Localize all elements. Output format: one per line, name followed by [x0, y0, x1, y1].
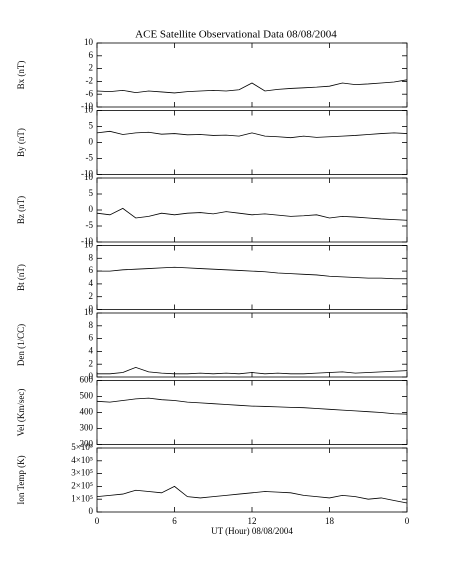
y-tick-label: 10	[84, 240, 94, 250]
y-tick-label: 0	[89, 371, 94, 381]
y-tick-label: 0	[89, 204, 94, 214]
data-line	[96, 79, 408, 94]
x-axis-label: UT (Hour) 08/08/2004	[211, 526, 293, 536]
y-tick-label: 1×10⁵	[71, 493, 93, 503]
panel-frame	[96, 110, 408, 175]
data-line	[96, 485, 408, 504]
y-tick-label: 500	[80, 391, 94, 401]
data-line	[97, 266, 407, 280]
y-tick-label: 200	[80, 439, 94, 449]
y-axis-label: Den (1/CC)	[16, 324, 26, 366]
data-line	[96, 397, 408, 415]
y-tick-label: 6	[89, 333, 94, 343]
y-tick-label: 8	[89, 320, 94, 330]
y-axis-label: By (nT)	[16, 128, 26, 157]
x-tick-label: 18	[325, 516, 335, 526]
chart-title: ACE Satellite Observational Data 08/08/2…	[135, 29, 337, 41]
y-tick-label: 6	[89, 50, 94, 60]
y-axis-label: Vel (Km/sec)	[16, 389, 26, 437]
y-tick-label: 5	[89, 188, 94, 198]
panel-frame	[96, 312, 408, 378]
panel-frame	[96, 42, 408, 108]
y-tick-label: 600	[80, 375, 94, 385]
data-line	[97, 366, 408, 375]
panel-frame	[96, 380, 408, 445]
y-tick-label: 10	[84, 307, 94, 317]
y-tick-label: -6	[86, 88, 94, 98]
y-axis-label: Bt (nT)	[16, 264, 26, 291]
y-tick-label: 6	[89, 265, 94, 275]
y-tick-label: 3×10⁵	[71, 468, 93, 478]
y-axis-label: Bz (nT)	[16, 196, 26, 224]
y-tick-label: 5×10⁵	[71, 442, 93, 452]
data-line	[96, 130, 408, 139]
panel-frame	[96, 447, 408, 513]
y-tick-label: 5	[89, 121, 94, 131]
y-tick-label: 4	[89, 278, 94, 288]
y-axis-label: Ion Temp (K)	[16, 455, 26, 504]
y-tick-label: 0	[89, 137, 94, 147]
data-line	[96, 207, 408, 221]
panel-frame	[96, 177, 408, 243]
x-tick-label: 6	[172, 516, 177, 526]
y-tick-label: -2	[86, 75, 94, 85]
y-tick-label: -10	[81, 169, 93, 179]
y-tick-label: 10	[84, 105, 94, 115]
y-tick-label: 10	[84, 37, 94, 47]
x-tick-label: 12	[248, 516, 257, 526]
y-tick-label: -5	[86, 220, 94, 230]
y-tick-label: 2	[89, 63, 94, 73]
y-tick-label: 2×10⁵	[71, 480, 93, 490]
y-tick-label: 0	[89, 506, 94, 516]
x-tick-label: 0	[95, 516, 100, 526]
x-tick-label: 0	[405, 516, 410, 526]
y-tick-label: 400	[80, 407, 94, 417]
y-tick-label: -10	[81, 236, 93, 246]
y-tick-label: 4	[89, 345, 94, 355]
y-tick-label: 8	[89, 252, 94, 262]
y-tick-label: 4×10⁵	[71, 455, 93, 465]
y-tick-label: 0	[89, 304, 94, 314]
y-tick-label: 2	[89, 358, 94, 368]
y-tick-label: -10	[81, 101, 93, 111]
y-tick-label: 10	[84, 172, 94, 182]
y-tick-label: 300	[80, 423, 94, 433]
y-tick-label: -5	[86, 153, 94, 163]
y-tick-label: 2	[89, 291, 94, 301]
y-axis-label: Bx (nT)	[16, 61, 26, 90]
